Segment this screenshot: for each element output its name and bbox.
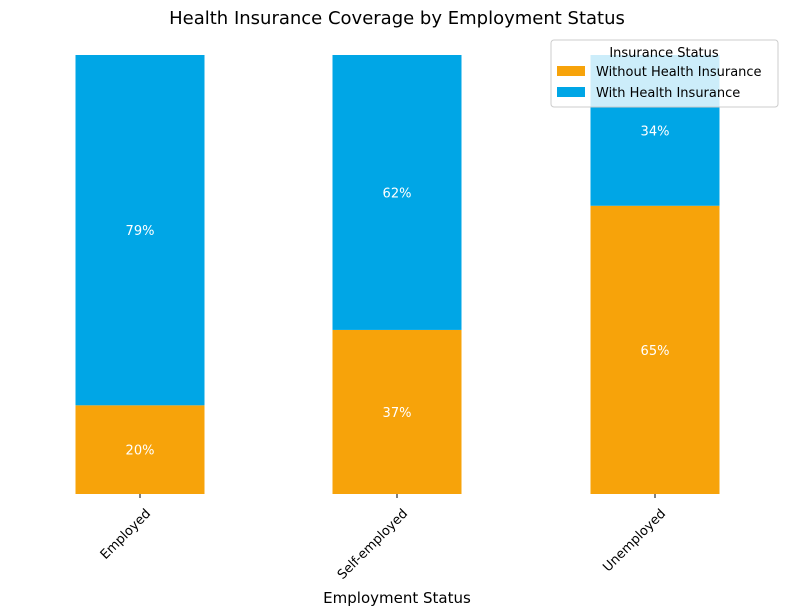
x-tick-label: Unemployed: [600, 506, 669, 575]
bar-unemployed-series-0: [590, 205, 720, 494]
legend-items: Without Health Insurance With Health Insu…: [557, 65, 762, 101]
data-label-self-employed-series-1: 62%: [383, 186, 412, 201]
bar-employed-series-0: [75, 405, 205, 494]
chart-title: Health Insurance Coverage by Employment …: [169, 8, 625, 29]
data-label-employed-series-0: 20%: [126, 444, 155, 459]
legend-swatch-0: [557, 66, 585, 76]
bar-self-employed-series-0: [332, 329, 462, 494]
data-label-self-employed-series-0: 37%: [383, 406, 412, 421]
legend-label-0: Without Health Insurance: [596, 65, 762, 80]
bars-group: 20% 79% 37% 62% 65% 34%: [75, 55, 720, 494]
legend-frame: [550, 39, 779, 108]
bar-self-employed-series-1: [332, 55, 462, 330]
data-label-employed-series-1: 79%: [126, 224, 155, 239]
x-axis-label: Employment Status: [323, 589, 471, 607]
legend-swatch-1: [557, 87, 585, 97]
bar-employed-series-1: [75, 55, 205, 406]
x-axis-ticks: Employed Self-employed Unemployed: [98, 494, 669, 583]
legend-label-1: With Health Insurance: [596, 86, 740, 101]
data-label-unemployed-series-1: 34%: [641, 124, 670, 139]
legend: Insurance Status Without Health Insuranc…: [550, 39, 779, 108]
legend-title: Insurance Status: [609, 46, 719, 61]
data-label-unemployed-series-0: 65%: [641, 344, 670, 359]
x-tick-label: Employed: [98, 506, 154, 562]
x-tick-label: Self-employed: [335, 506, 411, 582]
